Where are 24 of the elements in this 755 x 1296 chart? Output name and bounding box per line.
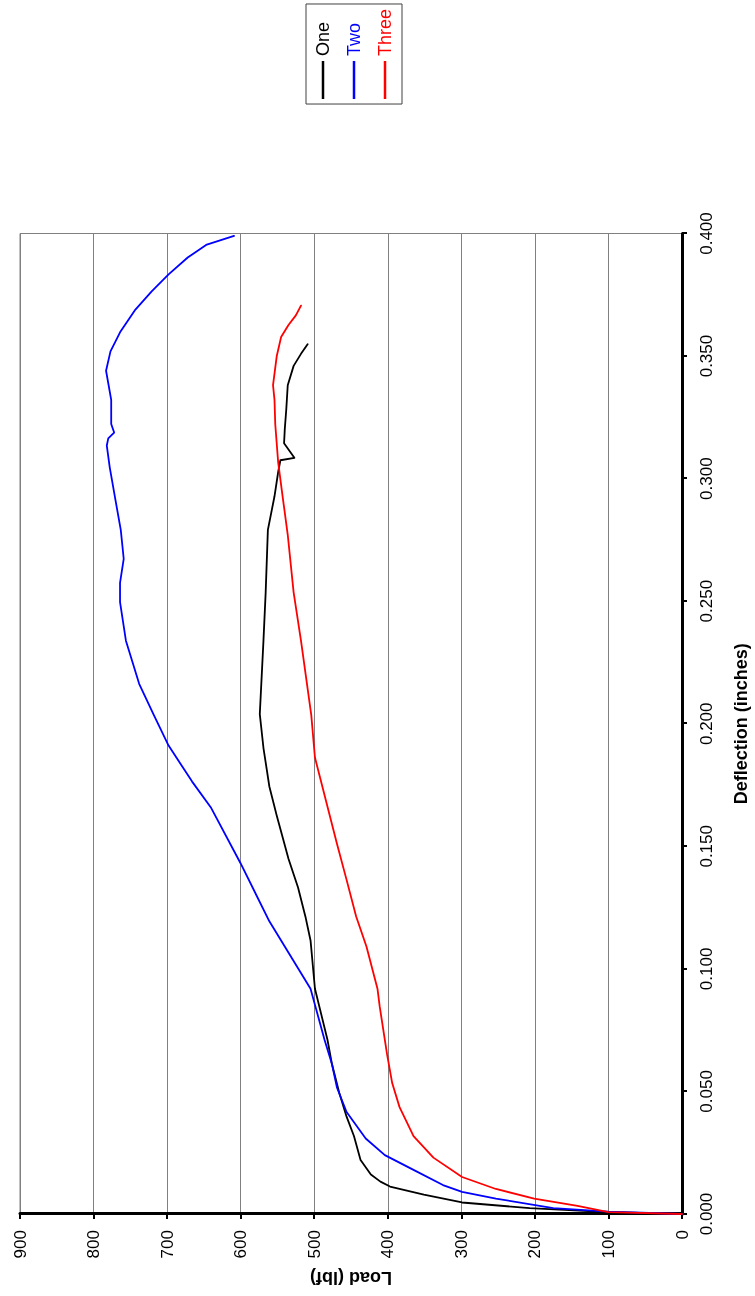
x-tick-label: 100 bbox=[598, 1230, 618, 1259]
x-tick-label: 600 bbox=[231, 1230, 251, 1259]
x-tick-label: 900 bbox=[10, 1230, 30, 1259]
text: Three bbox=[375, 8, 395, 57]
y-tick-label: 0.250 bbox=[697, 579, 716, 623]
y-tick-label: 0.300 bbox=[697, 457, 716, 500]
x-tick-label: 400 bbox=[378, 1230, 398, 1259]
y-tick-label: 0.400 bbox=[697, 212, 716, 255]
x-tick-label: 300 bbox=[451, 1230, 471, 1259]
x-tick-label: 700 bbox=[157, 1230, 177, 1259]
y-tick-label: 0.350 bbox=[697, 334, 716, 378]
x-axis-title: Load (lbf) bbox=[310, 1268, 392, 1289]
text: Two bbox=[344, 23, 364, 57]
y-axis-title: Deflection (inches) bbox=[731, 643, 751, 805]
x-tick-label: 0 bbox=[672, 1230, 692, 1240]
y-tick-label: 0.200 bbox=[697, 702, 716, 746]
y-tick-label: 0.050 bbox=[697, 1070, 716, 1113]
x-tick-label: 800 bbox=[84, 1230, 104, 1259]
x-tick-label: 500 bbox=[304, 1230, 324, 1259]
y-tick-label: 0.150 bbox=[697, 825, 716, 868]
y-tick-label: 0.100 bbox=[697, 947, 716, 991]
y-tick-label: 0.000 bbox=[697, 1192, 716, 1236]
text: One bbox=[313, 21, 333, 57]
x-tick-label: 200 bbox=[525, 1230, 545, 1259]
